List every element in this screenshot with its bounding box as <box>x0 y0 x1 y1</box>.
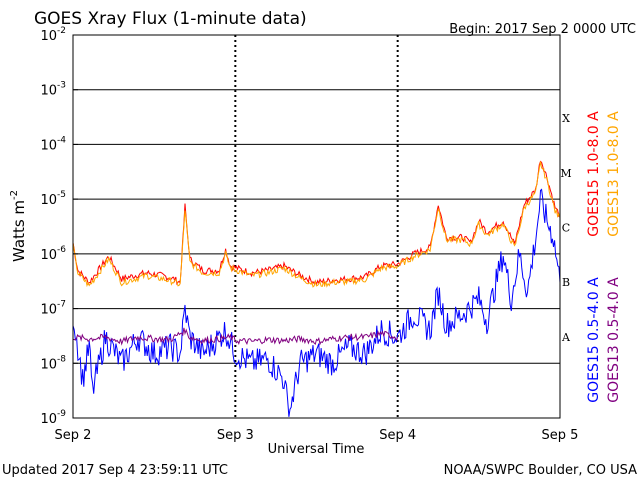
x-tick-label: Sep 2 <box>55 428 92 443</box>
y-tick-exponent: -2 <box>57 26 66 36</box>
flare-class-label: X <box>562 112 570 125</box>
y-axis-label-base: Watts m <box>10 200 28 262</box>
series-line <box>73 327 399 346</box>
x-tick-label: Sep 4 <box>379 428 416 443</box>
footer-updated: Updated 2017 Sep 4 23:59:11 UTC <box>2 463 228 478</box>
chart-title: GOES Xray Flux (1-minute data) <box>34 9 307 29</box>
y-tick-label: 10-2 <box>40 26 66 44</box>
flare-class-labels: A B C M X <box>560 112 571 344</box>
footer-credit: NOAA/SWPC Boulder, CO USA <box>444 463 637 478</box>
y-tick-exponent: -9 <box>57 409 66 419</box>
y-tick-exponent: -8 <box>57 354 66 364</box>
y-tick-label: 10-6 <box>40 245 66 263</box>
y-tick-label: 10-7 <box>40 300 66 318</box>
y-tick-label: 10-4 <box>40 135 66 153</box>
y-tick-label: 10-8 <box>40 354 66 372</box>
flare-class-label: M <box>560 167 571 180</box>
y-tick-exponent: -7 <box>57 300 66 310</box>
flare-class-label: B <box>562 276 570 289</box>
y-axis-label: Watts m-2 <box>9 190 28 262</box>
y-tick-mantissa: 10 <box>40 357 57 372</box>
y-tick-exponent: -6 <box>57 245 66 255</box>
y-tick-mantissa: 10 <box>40 193 57 208</box>
series-group <box>72 160 561 417</box>
y-tick-mantissa: 10 <box>40 303 57 318</box>
series-line <box>72 161 561 288</box>
y-axis-label-exponent: -2 <box>9 190 20 200</box>
y-tick-mantissa: 10 <box>40 84 57 99</box>
legend-entry: GOES13 1.0-8.0 A <box>606 111 622 237</box>
x-tick-label: Sep 3 <box>217 428 254 443</box>
y-tick-mantissa: 10 <box>40 138 57 153</box>
y-tick-exponent: -3 <box>57 81 66 91</box>
legend-entry: GOES15 1.0-8.0 A <box>586 111 602 237</box>
vertical-gridlines <box>234 35 399 418</box>
flare-class-label: C <box>562 222 570 235</box>
legend-entry: GOES15 0.5-4.0 A <box>586 277 602 403</box>
y-tick-label: 10-3 <box>40 81 66 99</box>
y-tick-mantissa: 10 <box>40 412 57 427</box>
y-tick-label: 10-5 <box>40 190 66 208</box>
y-tick-mantissa: 10 <box>40 29 57 44</box>
legend-entry: GOES13 0.5-4.0 A <box>606 277 622 403</box>
y-tick-labels: 10-910-810-710-610-510-410-310-2 <box>40 26 78 427</box>
y-tick-label: 10-9 <box>40 409 66 427</box>
begin-label: Begin: 2017 Sep 2 0000 UTC <box>449 22 636 37</box>
y-tick-exponent: -4 <box>57 135 66 145</box>
y-tick-mantissa: 10 <box>40 248 57 263</box>
x-axis-label: Universal Time <box>268 442 365 457</box>
legend: GOES15 1.0-8.0 A GOES13 1.0-8.0 A GOES15 0… <box>586 111 622 403</box>
flare-class-label: A <box>561 331 571 344</box>
y-tick-exponent: -5 <box>57 190 66 200</box>
x-tick-label: Sep 5 <box>542 428 579 443</box>
plot-frame <box>72 34 561 419</box>
x-tick-labels: Sep 2 Sep 3 Sep 4 Sep 5 <box>55 428 579 443</box>
